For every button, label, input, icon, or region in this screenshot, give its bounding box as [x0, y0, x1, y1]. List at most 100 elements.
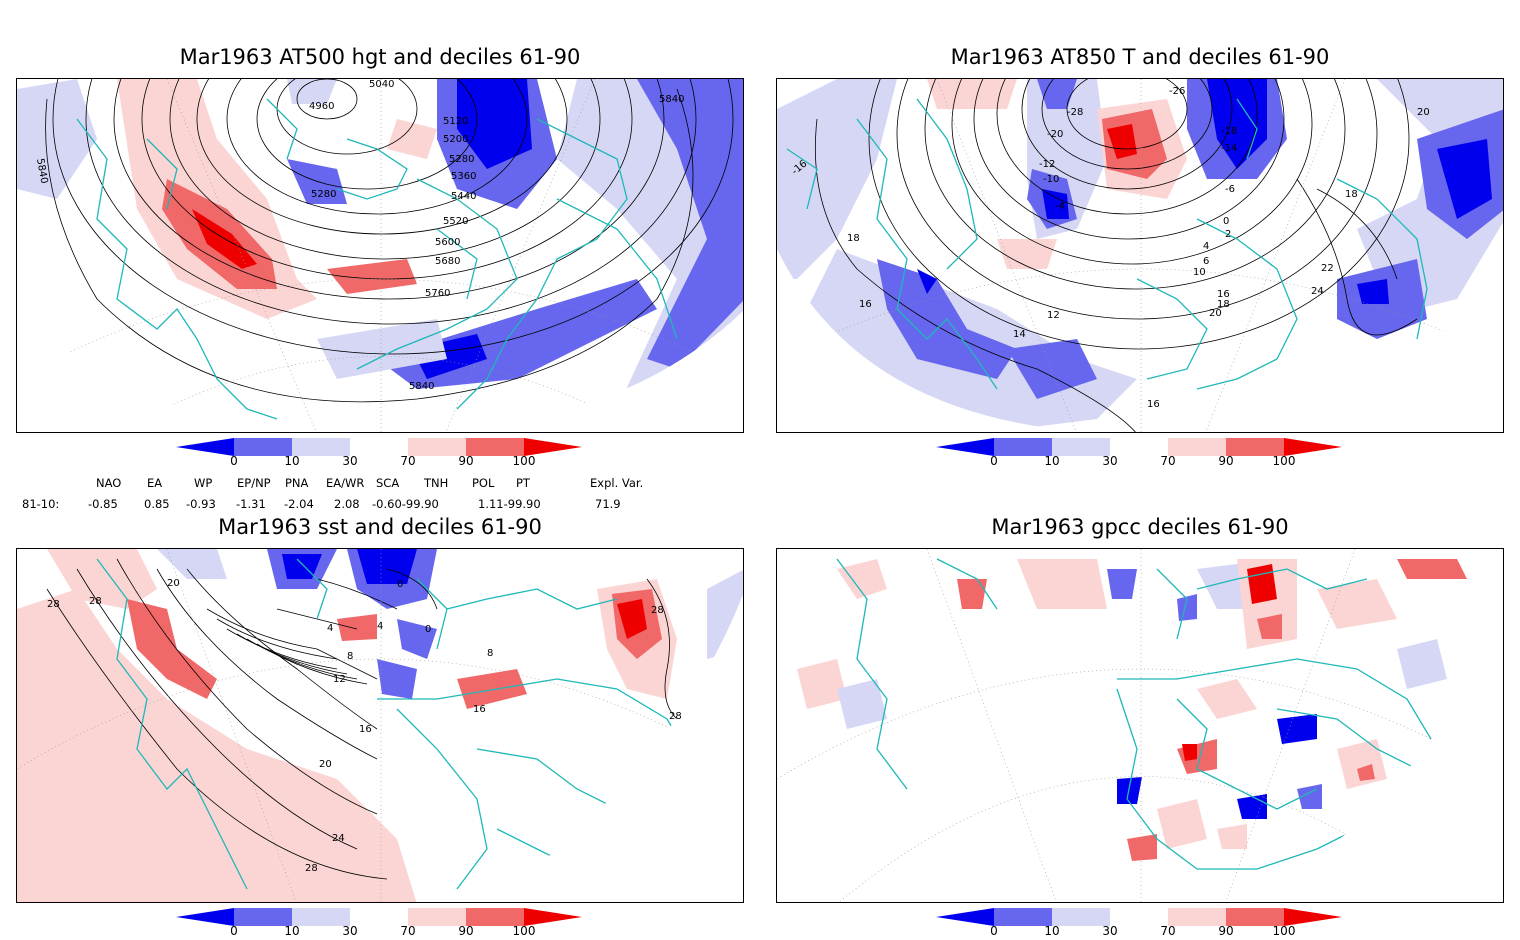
contour-label: 20 — [167, 578, 180, 589]
index-value: -0.93 — [186, 497, 216, 511]
contour-label: 28 — [47, 599, 60, 610]
contour-label: 8 — [347, 651, 353, 662]
contour-label: 5840 — [659, 94, 684, 105]
contour-label: 5280 — [449, 154, 474, 165]
contour-label: 16 — [1147, 399, 1160, 410]
contour-label: 18 — [1345, 189, 1358, 200]
contour-label: 0 — [397, 579, 403, 590]
colorbar-at850: 0 10 30 70 90 100 — [936, 438, 1346, 470]
colorbar-tick: 30 — [342, 454, 358, 468]
contour-label: 24 — [332, 833, 345, 844]
contour-label: 5280 — [311, 189, 336, 200]
colorbar-tick: 70 — [1160, 924, 1176, 938]
colorbar-tick: 10 — [1044, 924, 1060, 938]
contour-label: 28 — [669, 711, 682, 722]
map-panel-gpcc — [776, 548, 1504, 903]
contour-label: 16 — [859, 299, 872, 310]
index-header: PT — [516, 476, 530, 490]
index-value: -1.31 — [236, 497, 266, 511]
colorbar-tick: 10 — [284, 454, 300, 468]
colorbar-tick: 70 — [400, 924, 416, 938]
colorbar-tick: 0 — [990, 924, 998, 938]
colorbar-tick: 10 — [284, 924, 300, 938]
contour-label: 5120 — [443, 116, 468, 127]
index-value: 71.9 — [595, 497, 621, 511]
colorbar-tick: 100 — [1272, 454, 1296, 468]
colorbar-tick: 0 — [990, 454, 998, 468]
contour-label: 5840 — [409, 381, 434, 392]
index-header: TNH — [424, 476, 449, 490]
colorbar-tick: 30 — [1102, 924, 1118, 938]
contour-label: -4 — [1055, 201, 1065, 212]
colorbar-tick: 100 — [512, 924, 536, 938]
contour-label: 6 — [1203, 256, 1209, 267]
contour-label: -6 — [1225, 184, 1235, 195]
index-value: 0.85 — [144, 497, 170, 511]
contour-label: 18 — [847, 233, 860, 244]
index-value: 2.08 — [334, 497, 360, 511]
colorbar-tick: 100 — [512, 454, 536, 468]
index-header: EA — [147, 476, 163, 490]
contour-label: 28 — [89, 596, 102, 607]
colorbar-tick: 90 — [1218, 454, 1234, 468]
contour-label: 20 — [1417, 107, 1430, 118]
contour-label: 4960 — [309, 101, 334, 112]
index-header: EA/WR — [326, 476, 365, 490]
contour-label: 5840 — [34, 158, 49, 185]
contour-label: -10 — [1043, 174, 1059, 185]
index-header: PNA — [285, 476, 309, 490]
contour-label: -26 — [1169, 86, 1185, 97]
index-value: -0.85 — [88, 497, 118, 511]
colorbar-at500: 0 10 30 70 90 100 — [176, 438, 586, 470]
contour-label: 5600 — [435, 237, 460, 248]
colorbar-tick: 90 — [458, 454, 474, 468]
map-panel-at500: 4960 5040 5120 5200 5280 5280 5360 5440 … — [16, 78, 744, 433]
contour-label: 16 — [473, 704, 486, 715]
colorbar-sst: 0 10 30 70 90 100 — [176, 908, 586, 940]
index-header: POL — [472, 476, 495, 490]
contour-label: 18 — [1217, 299, 1230, 310]
colorbar-tick: 90 — [1218, 924, 1234, 938]
colorbar-tick: 30 — [342, 924, 358, 938]
index-header: EP/NP — [237, 476, 271, 490]
contour-label: 20 — [1209, 308, 1222, 319]
colorbar-tick: 10 — [1044, 454, 1060, 468]
colorbar-tick: 30 — [1102, 454, 1118, 468]
contour-label: 5360 — [451, 171, 476, 182]
contour-label: 4 — [327, 623, 333, 634]
contour-label: 28 — [651, 605, 664, 616]
contour-label: 4 — [1203, 241, 1209, 252]
contour-label: -20 — [1047, 129, 1063, 140]
contour-label: -28 — [1067, 107, 1083, 118]
colorbar-gpcc: 0 10 30 70 90 100 — [936, 908, 1346, 940]
contour-label: 5440 — [451, 191, 476, 202]
contour-label: 5520 — [443, 216, 468, 227]
contour-label: 12 — [1047, 310, 1060, 321]
index-header: Expl. Var. — [590, 476, 644, 490]
contour-label: -18 — [1221, 126, 1237, 137]
index-value: -0.60-99.90 — [372, 497, 439, 511]
contour-label: 5760 — [425, 288, 450, 299]
contour-label: 22 — [1321, 263, 1334, 274]
panel3-title: Mar1963 sst and deciles 61-90 — [218, 515, 542, 539]
panel4-title: Mar1963 gpcc deciles 61-90 — [991, 515, 1289, 539]
contour-label: 20 — [319, 759, 332, 770]
contour-label: 16 — [1217, 289, 1230, 300]
index-header: NAO — [96, 476, 122, 490]
contour-label: 5040 — [369, 79, 394, 90]
contour-label: 10 — [1193, 267, 1206, 278]
contour-label: 0 — [425, 624, 431, 635]
index-value: -2.04 — [284, 497, 314, 511]
contour-label: 28 — [305, 863, 318, 874]
contour-label: 4 — [377, 621, 383, 632]
contour-label: 24 — [1311, 286, 1324, 297]
contour-label: 0 — [1223, 216, 1229, 227]
panel1-title: Mar1963 AT500 hgt and deciles 61-90 — [179, 45, 581, 69]
index-value: 1.11-99.90 — [478, 497, 541, 511]
contour-label: -14 — [1221, 143, 1237, 154]
contour-label: 8 — [487, 648, 493, 659]
contour-label: 12 — [333, 674, 346, 685]
contour-label: 16 — [359, 724, 372, 735]
contour-label: 5680 — [435, 256, 460, 267]
colorbar-tick: 90 — [458, 924, 474, 938]
